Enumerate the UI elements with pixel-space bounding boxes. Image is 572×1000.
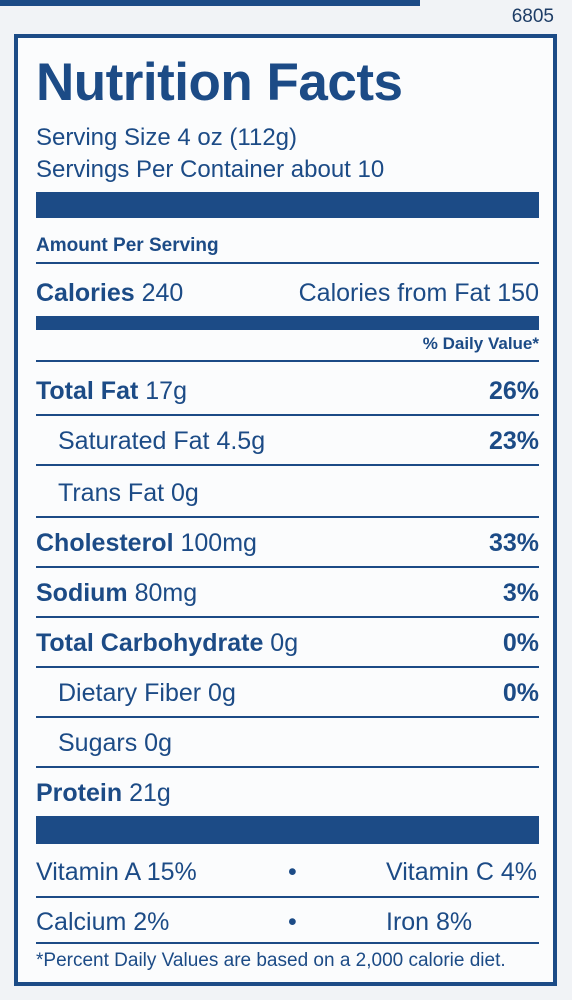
footnote: *Percent Daily Values are based on a 2,0… xyxy=(36,950,506,971)
nutrient-name: Dietary Fiber 0g xyxy=(58,678,236,707)
nutrient-name: Total Fat 17g xyxy=(36,376,187,405)
minerals-row: Calcium 2% • Iron 8% xyxy=(36,900,539,946)
nutrient-row-cholesterol: Cholesterol 100mg 33% xyxy=(36,520,539,566)
divider xyxy=(36,766,539,768)
nutrient-row-dietary-fiber: Dietary Fiber 0g 0% xyxy=(36,670,539,716)
divider xyxy=(36,464,539,466)
vitamin-c: Vitamin C 4% xyxy=(386,858,537,886)
nutrient-row-total-fat: Total Fat 17g 26% xyxy=(36,368,539,414)
nutrient-dv: 33% xyxy=(488,528,539,557)
nutrient-name: Saturated Fat 4.5g xyxy=(58,426,266,455)
nutrient-name: Cholesterol 100mg xyxy=(36,528,257,557)
nutrient-name: Trans Fat 0g xyxy=(58,478,199,507)
nutrient-row-trans-fat: Trans Fat 0g xyxy=(36,470,539,516)
nutrition-facts-panel: Nutrition Facts Serving Size 4 oz (112g)… xyxy=(14,34,557,986)
iron: Iron 8% xyxy=(386,908,473,936)
nutrient-row-sugars: Sugars 0g xyxy=(36,720,539,766)
nutrient-row-saturated-fat: Saturated Fat 4.5g 23% xyxy=(36,418,539,464)
thick-divider xyxy=(36,816,539,844)
nutrient-dv: 0% xyxy=(502,678,539,707)
nutrient-dv: 3% xyxy=(502,578,539,607)
medium-divider xyxy=(36,316,539,330)
divider xyxy=(36,516,539,518)
divider xyxy=(36,942,539,944)
nutrient-row-total-carbohydrate: Total Carbohydrate 0g 0% xyxy=(36,620,539,666)
label-code: 6805 xyxy=(511,6,554,27)
nutrient-row-sodium: Sodium 80mg 3% xyxy=(36,570,539,616)
nutrient-name: Sodium 80mg xyxy=(36,578,198,607)
nutrient-row-protein: Protein 21g xyxy=(36,770,539,816)
calories-row: Calories 240 Calories from Fat 150 xyxy=(36,270,539,316)
thick-divider xyxy=(36,192,539,218)
divider xyxy=(36,360,539,362)
serving-size: Serving Size 4 oz (112g) xyxy=(36,124,298,151)
divider xyxy=(36,262,539,264)
nutrient-name: Total Carbohydrate 0g xyxy=(36,628,299,657)
nutrient-name: Protein 21g xyxy=(36,778,171,807)
vitamins-row: Vitamin A 15% • Vitamin C 4% xyxy=(36,850,539,896)
divider xyxy=(36,716,539,718)
calories-from-fat: Calories from Fat 150 xyxy=(298,278,539,307)
divider xyxy=(36,896,539,898)
divider xyxy=(36,566,539,568)
divider xyxy=(36,666,539,668)
top-edge-bar xyxy=(0,0,420,6)
calories-label: Calories 240 xyxy=(36,278,184,307)
vitamin-a: Vitamin A 15% xyxy=(36,858,197,886)
amount-per-serving-label: Amount Per Serving xyxy=(36,235,219,256)
nutrient-dv: 0% xyxy=(502,628,539,657)
nutrient-dv: 26% xyxy=(488,376,539,405)
nutrient-name: Sugars 0g xyxy=(58,728,172,757)
panel-title: Nutrition Facts xyxy=(36,53,403,112)
nutrient-dv: 23% xyxy=(488,426,539,455)
divider xyxy=(36,414,539,416)
divider xyxy=(36,616,539,618)
calcium: Calcium 2% xyxy=(36,908,170,936)
servings-per-container: Servings Per Container about 10 xyxy=(36,156,385,183)
bullet-dot: • xyxy=(288,858,297,886)
bullet-dot: • xyxy=(288,908,297,936)
daily-value-header: % Daily Value* xyxy=(422,334,539,353)
